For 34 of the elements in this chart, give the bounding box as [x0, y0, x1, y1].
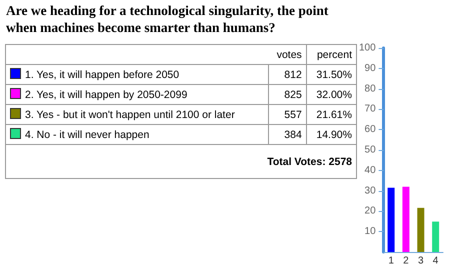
y-tick-label: 30: [364, 185, 376, 196]
text: 825: [268, 84, 306, 104]
text: Are we heading for a technological singularity, the point when machines become smarter than humans?: [6, 2, 330, 36]
text: votes: [268, 44, 306, 64]
y-tick-label: 100: [358, 42, 376, 54]
text: 557: [268, 104, 306, 124]
bar: [402, 186, 410, 252]
x-tick-label: 4: [432, 256, 439, 266]
x-tick-label: 1: [388, 256, 394, 266]
text: 3. Yes - but it won't happen until 2100 or later: [6, 104, 268, 124]
text: 4. No - it will never happen: [6, 124, 268, 144]
text: 31.50%: [306, 64, 356, 84]
text: 32.00%: [306, 84, 356, 104]
y-tick-label: 40: [364, 164, 376, 176]
text: percent: [306, 44, 356, 64]
text: 384: [268, 124, 306, 144]
y-tick-label: 10: [364, 226, 376, 238]
y-tick-label: 20: [364, 206, 376, 217]
y-tick-label: 70: [364, 104, 376, 115]
bar: [432, 222, 440, 252]
y-tick-label: 50: [364, 144, 376, 156]
x-tick-label: 3: [418, 256, 424, 266]
bar: [388, 188, 395, 252]
text: 21.61%: [306, 104, 356, 124]
text: 14.90%: [306, 124, 356, 144]
text: 1. Yes, it will happen before 2050: [6, 64, 268, 84]
y-tick-label: 60: [364, 124, 376, 136]
text: Total Votes: 2578: [6, 144, 356, 178]
text: 812: [268, 64, 306, 84]
x-tick-label: 2: [403, 256, 410, 266]
y-tick-label: 80: [364, 83, 376, 94]
text: 2. Yes, it will happen by 2050-2099: [6, 84, 268, 104]
bar: [417, 208, 424, 252]
y-tick-label: 90: [364, 62, 376, 74]
